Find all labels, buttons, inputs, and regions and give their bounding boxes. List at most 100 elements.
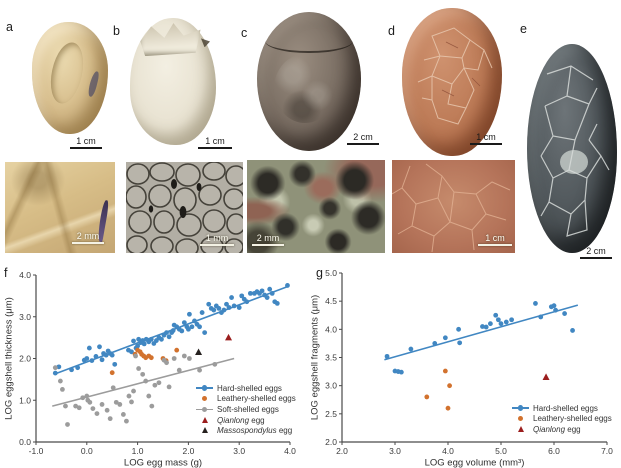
legend-item: Qianlong egg	[196, 415, 296, 426]
point-marker	[146, 393, 152, 399]
point-marker	[75, 365, 81, 371]
point-marker	[87, 399, 93, 405]
point-marker	[136, 366, 142, 371]
y-tick-label: 2.0	[325, 437, 337, 447]
point-marker	[131, 338, 136, 344]
x-tick-label: 4.0	[442, 446, 454, 456]
point-marker	[124, 418, 129, 424]
point-marker	[483, 324, 489, 330]
point-marker	[143, 378, 149, 384]
point-marker	[57, 378, 63, 384]
triangle-marker-icon	[196, 416, 217, 424]
point-marker	[186, 326, 191, 332]
chart-g-eggshell-fragments: 2.0 3.0 4.0 5.0 6.0 7.0 2.0 2.5 3.0 3.5 4.0 4.5 5.0 L…	[310, 268, 613, 468]
point-marker	[264, 295, 270, 300]
point-marker	[148, 355, 154, 361]
point-marker	[236, 305, 242, 310]
legend-chart-f: Hard-shelled eggs Leathery-shelled eggs So…	[196, 383, 296, 436]
point-marker	[192, 318, 197, 324]
point-marker	[199, 310, 205, 315]
line-dot-marker-icon	[196, 384, 217, 392]
point-marker	[424, 394, 430, 400]
point-marker	[52, 365, 58, 371]
point-marker	[267, 286, 273, 292]
point-marker	[65, 422, 70, 427]
scale-label: 1 cm	[476, 132, 496, 142]
egg-photo-b	[130, 18, 216, 145]
x-tick-label: 1.0	[132, 446, 144, 456]
point-marker	[176, 367, 182, 373]
point-marker	[99, 357, 105, 363]
detail-d-cracks	[392, 163, 511, 253]
triangle-marker	[195, 348, 203, 356]
point-marker	[274, 300, 280, 306]
point-marker	[408, 346, 414, 352]
y-tick-label: 1.0	[19, 395, 31, 405]
egg-photo-c	[257, 12, 361, 151]
point-marker	[447, 383, 452, 389]
point-marker	[84, 356, 90, 361]
point-marker	[69, 367, 74, 373]
point-marker	[221, 307, 227, 313]
triangle-marker	[542, 373, 550, 381]
dot-marker-icon	[512, 415, 533, 423]
point-marker	[189, 324, 195, 330]
point-marker	[187, 356, 192, 361]
legend-item: Soft-shelled eggs	[196, 404, 296, 415]
point-marker	[86, 345, 92, 351]
x-tick-label: 7.0	[601, 446, 613, 456]
x-axis-title: LOG egg mass (g)	[124, 458, 202, 468]
line-dot-marker-icon	[196, 405, 217, 413]
point-marker	[89, 358, 95, 363]
point-marker	[112, 361, 118, 367]
y-tick-label: 2.0	[19, 354, 31, 364]
point-marker	[442, 368, 448, 374]
point-marker	[226, 305, 232, 310]
y-tick-label: 2.5	[325, 409, 337, 419]
dot-marker-icon	[196, 395, 217, 403]
point-marker	[117, 402, 123, 407]
scale-bar-line	[72, 242, 104, 244]
point-marker	[93, 354, 99, 359]
scale-label: 2 mm	[256, 233, 280, 243]
point-marker	[131, 388, 136, 394]
scale-bar-line	[252, 244, 284, 246]
scale-bar-d-detail: 1 cm	[478, 233, 512, 246]
panel-label-a: a	[6, 20, 13, 34]
x-tick-label: -1.0	[29, 446, 44, 456]
x-tick-label: 3.0	[233, 446, 245, 456]
point-marker	[456, 326, 461, 332]
point-marker	[52, 370, 58, 376]
point-marker	[239, 293, 245, 299]
point-marker	[285, 283, 290, 288]
scale-bar-line	[200, 244, 234, 246]
egg-photo-a	[32, 22, 108, 134]
point-marker	[73, 403, 79, 409]
scale-bar-line	[347, 143, 379, 145]
point-marker	[216, 306, 222, 311]
scale-bar-c-detail: 2 mm	[252, 233, 284, 246]
point-marker	[211, 307, 217, 313]
legend-item: Leathery-shelled eggs	[512, 414, 612, 425]
detail-photo-a	[5, 162, 115, 253]
point-marker	[187, 311, 192, 317]
y-tick-label: 5.0	[325, 268, 337, 278]
legend-label: Leathery-shelled eggs	[217, 394, 296, 404]
point-marker	[156, 380, 162, 386]
x-tick-label: 3.0	[389, 446, 401, 456]
legend-label: Hard-shelled eggs	[217, 383, 282, 393]
y-tick-label: 4.0	[19, 270, 31, 280]
scale-bar-a-detail: 2 mm	[72, 231, 104, 244]
point-marker	[80, 395, 86, 401]
scale-label: 2 mm	[76, 231, 100, 241]
egg-photo-e	[527, 44, 617, 253]
legend-item: Qianlong egg	[512, 424, 612, 435]
point-marker	[480, 324, 485, 329]
point-marker	[107, 416, 113, 422]
panel-label-e: e	[520, 22, 527, 36]
point-marker	[76, 405, 82, 411]
scale-bar-a-main: 1 cm	[70, 136, 102, 149]
point-marker	[90, 406, 96, 411]
point-marker	[229, 295, 234, 300]
